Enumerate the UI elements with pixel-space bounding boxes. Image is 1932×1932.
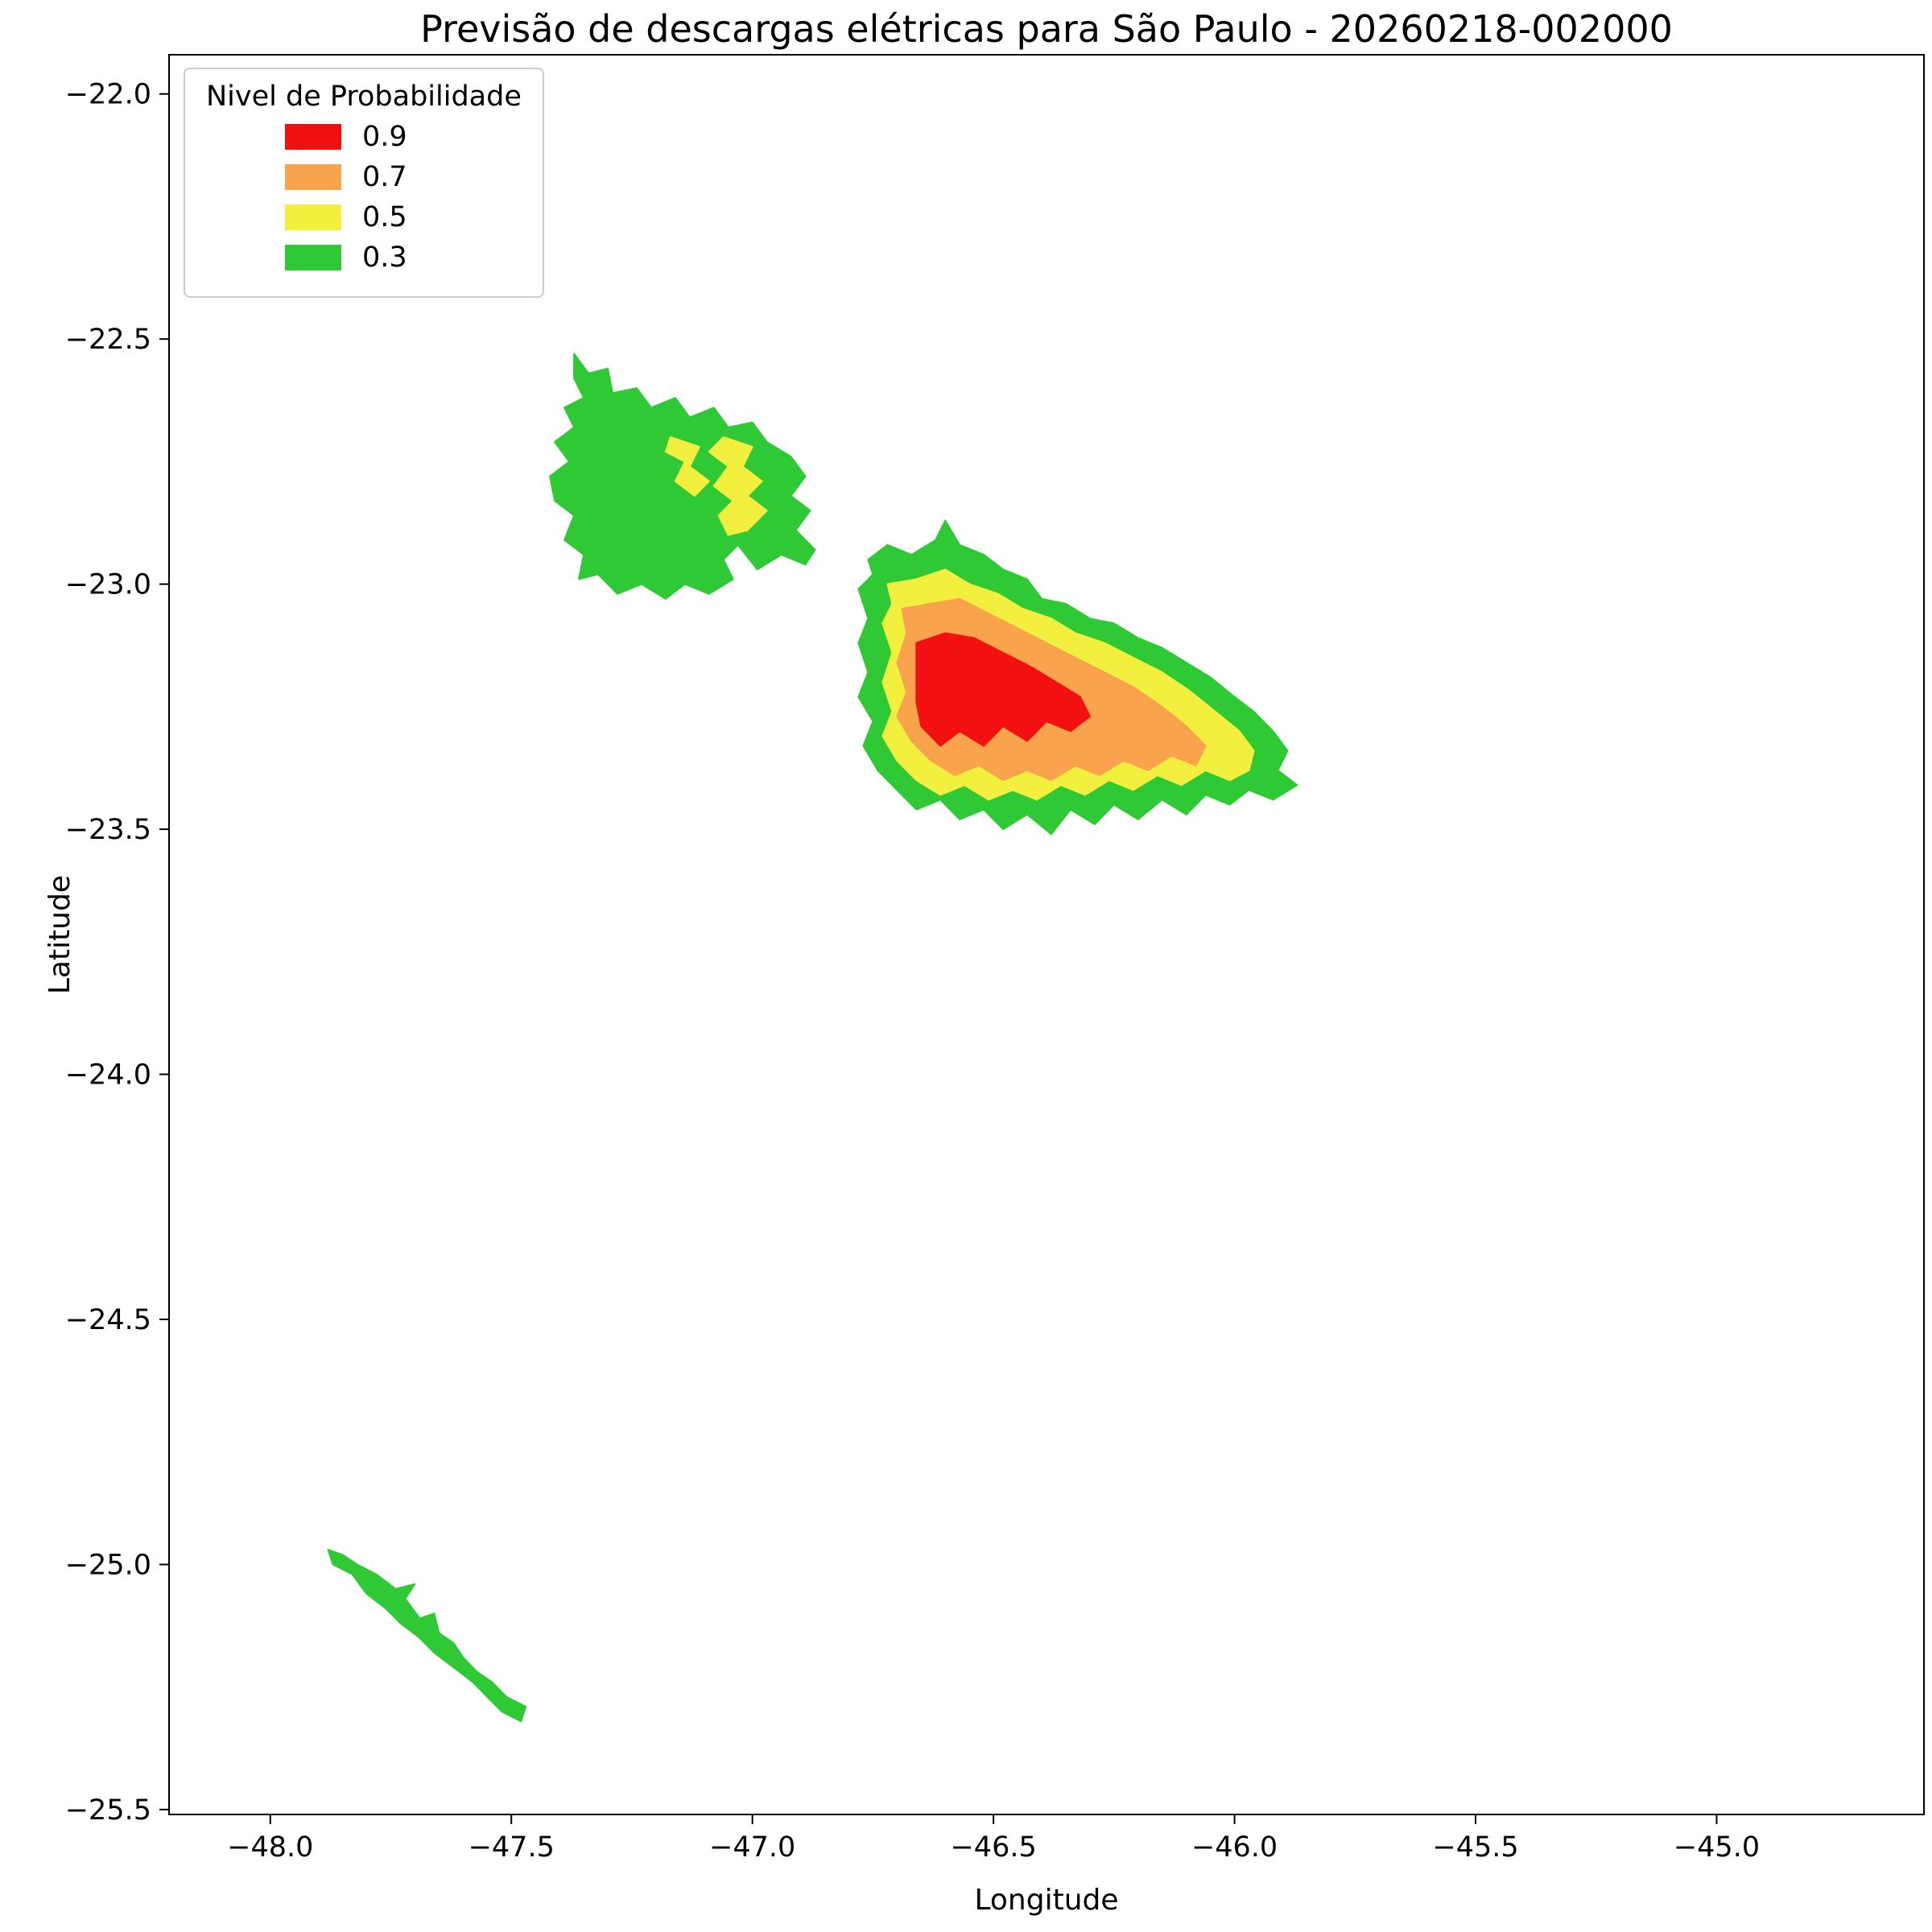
plot-border [168,54,1925,1815]
y-tick-label: −22.0 [65,79,151,111]
legend-item-0.3: 0.3 [206,242,522,274]
x-tick-label: −47.0 [709,1831,795,1864]
contour-regions [327,353,1298,1723]
legend-swatch [285,204,341,230]
legend-item-label: 0.7 [362,161,407,193]
legend-swatch [285,245,341,270]
axes-layer: −48.0 −47.5 −47.0 −46.5 −46.0 −45.5 −45.0 −22.0… [65,54,1925,1864]
x-tick-label: −47.5 [469,1831,555,1864]
y-tick-label: −24.0 [65,1059,151,1092]
legend-item-0.9: 0.9 [206,121,522,153]
y-axis-label: Latitude [43,875,76,994]
x-tick-label: −45.5 [1432,1831,1518,1864]
y-tick-label: −24.5 [65,1304,151,1336]
legend-item-label: 0.5 [362,201,407,233]
legend-swatch [285,164,341,190]
legend-item-0.7: 0.7 [206,161,522,193]
legend-title: Nivel de Probabilidade [206,80,522,113]
y-tick-label: −22.5 [65,324,151,356]
x-tick-label: −48.0 [227,1831,313,1864]
central-cluster-p90 [915,632,1091,747]
northwest-cluster-p50-west [664,436,710,497]
plot-title: Previsão de descargas elétricas para São… [420,7,1673,51]
legend-swatch [285,124,341,150]
y-tick-label: −25.0 [65,1549,151,1581]
northwest-cluster-p50-east [708,436,768,536]
x-tick-label: −46.0 [1191,1831,1278,1864]
y-tick-label: −25.5 [65,1794,151,1827]
y-tick-label: −23.0 [65,569,151,601]
legend-item-label: 0.3 [362,242,407,274]
y-tick-label: −23.5 [65,814,151,846]
legend-item-label: 0.9 [362,121,407,153]
x-tick-label: −45.0 [1674,1831,1760,1864]
southwest-arc-p30 [327,1549,527,1723]
legend: Nivel de Probabilidade 0.9 0.7 0.5 0.3 [184,68,544,298]
legend-items: 0.9 0.7 0.5 0.3 [206,121,522,274]
legend-item-0.5: 0.5 [206,201,522,233]
x-axis-label: Longitude [974,1884,1118,1917]
x-tick-label: −46.5 [950,1831,1036,1864]
